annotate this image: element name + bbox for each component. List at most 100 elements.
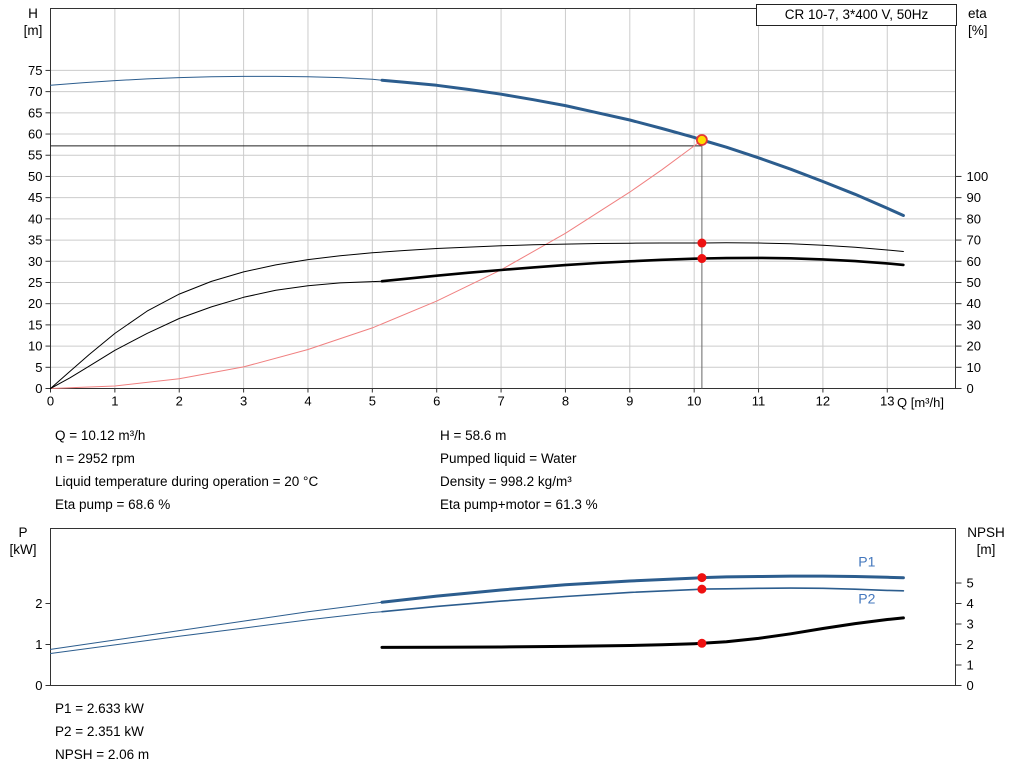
duty-info-left: Q = 10.12 m³/h n = 2952 rpm Liquid tempe… [55,424,318,516]
info-eta-pump: Eta pump = 68.6 % [55,497,171,512]
y-left-tick-label: 45 [28,190,42,205]
info-speed: n = 2952 rpm [55,451,135,466]
y-left-tick-label: 30 [28,254,42,269]
npsh-curve [380,616,905,649]
x-tick-label: 11 [752,394,766,409]
x-tick-label: 0 [47,394,54,409]
npsh-axis-unit: NPSH [m] [963,524,1009,558]
x-tick-label: 10 [687,394,701,409]
info-p1: P1 = 2.633 kW [55,701,144,716]
eta-axis-unit-line2: [%] [968,23,988,38]
system-curve [50,139,703,389]
y-right-tick-label: 3 [967,617,974,632]
x-tick-label: 8 [562,394,569,409]
p2-curve [381,587,905,613]
info-eta-pump-motor: Eta pump+motor = 61.3 % [440,497,598,512]
eta-pump-motor-curve [380,256,905,283]
info-p2: P2 = 2.351 kW [55,724,144,739]
y-right-tick-label: 1 [967,658,974,673]
y-right-tick-label: 4 [967,596,974,611]
y-right-tick-label: 50 [967,275,981,290]
y-left-tick-label: 60 [28,127,42,142]
info-flow: Q = 10.12 m³/h [55,428,146,443]
head-axis-unit-line2: [m] [23,23,43,38]
y-left-tick-label: 0 [35,381,42,396]
p1-low-flow [50,601,383,650]
info-pumped-liquid: Pumped liquid = Water [440,451,577,466]
y-right-tick-label: 40 [967,296,981,311]
x-tick-label: 7 [497,394,504,409]
power-info: P1 = 2.633 kW P2 = 2.351 kW NPSH = 2.06 … [55,697,149,766]
y-right-tick-label: 20 [967,339,981,354]
y-right-tick-label: 100 [967,169,989,184]
power-axis-unit-line1: P [18,525,28,540]
y-right-tick-label: 60 [967,254,981,269]
x-tick-label: 13 [880,394,894,409]
x-tick-label: 4 [304,394,311,409]
power-axis-unit-line2: [kW] [9,542,37,557]
y-left-tick-label: 1 [35,637,42,652]
y-left-tick-label: 35 [28,233,42,248]
x-axis-label: Q [m³/h] [897,395,944,410]
pump-curve-low-flow [50,75,383,86]
y-right-tick-label: 2 [967,637,974,652]
p1-label: P1 [858,554,875,570]
power-npsh-chart: 0 1 2 0 1 2 3 4 5 P1 P2 [35,528,974,693]
pump-title-box: CR 10-7, 3*400 V, 50Hz [756,4,957,26]
y-left-tick-label: 75 [28,63,42,78]
y-left-tick-label: 2 [35,596,42,611]
plot-frame [50,8,956,389]
p1-point [697,573,707,583]
hq-eta-chart: Q [m³/h] 0 1 2 3 4 5 6 7 8 9 10 11 12 130510152025303… [28,8,989,410]
eta-pump-motor-point [697,254,707,264]
y-right-tick-label: 0 [967,381,974,396]
power-axis-unit: P [kW] [5,524,41,558]
info-density: Density = 998.2 kg/m³ [440,474,572,489]
y-left-tick-label: 40 [28,211,42,226]
eta-pump-point [697,238,707,248]
x-tick-label: 3 [240,394,247,409]
x-tick-label: 2 [176,394,183,409]
head-axis-unit: H [m] [16,5,50,39]
plot-frame [50,528,956,686]
y-right-tick-label: 80 [967,211,981,226]
eta-axis-unit-line1: eta [968,6,987,21]
info-liquid-temperature: Liquid temperature during operation = 20… [55,474,319,489]
y-right-tick-label: 30 [967,317,981,332]
info-npsh: NPSH = 2.06 m [55,747,150,762]
p1-curve [380,574,905,604]
y-right-tick-label: 0 [967,678,974,693]
npsh-point [697,638,707,648]
p2-low-flow [50,611,383,654]
x-tick-label: 6 [433,394,440,409]
x-tick-label: 9 [626,394,633,409]
y-left-tick-label: 0 [35,678,42,693]
y-left-tick-label: 50 [28,169,42,184]
p2-point [697,584,707,594]
head-axis-unit-line1: H [28,6,38,21]
y-left-tick-label: 55 [28,148,42,163]
x-tick-label: 5 [369,394,376,409]
y-left-tick-label: 15 [28,317,42,332]
duty-point [695,134,708,146]
npsh-axis-unit-line1: NPSH [967,525,1005,540]
y-left-tick-label: 5 [35,360,42,375]
y-left-tick-label: 70 [28,84,42,99]
y-left-tick-label: 25 [28,275,42,290]
p2-label: P2 [858,591,875,607]
info-head: H = 58.6 m [440,428,507,443]
duty-info-right: H = 58.6 m Pumped liquid = Water Density… [440,424,598,516]
x-tick-label: 1 [111,394,118,409]
x-tick-label: 12 [816,394,830,409]
y-left-tick-label: 65 [28,105,42,120]
eta-pump-curve [50,242,904,389]
pump-curve [380,78,905,217]
y-right-tick-label: 70 [967,233,981,248]
y-right-tick-label: 90 [967,190,981,205]
y-left-tick-label: 20 [28,296,42,311]
y-left-tick-label: 10 [28,339,42,354]
y-right-tick-label: 10 [967,360,981,375]
eta-axis-unit: eta [%] [968,5,1008,39]
npsh-axis-unit-line2: [m] [976,542,996,557]
